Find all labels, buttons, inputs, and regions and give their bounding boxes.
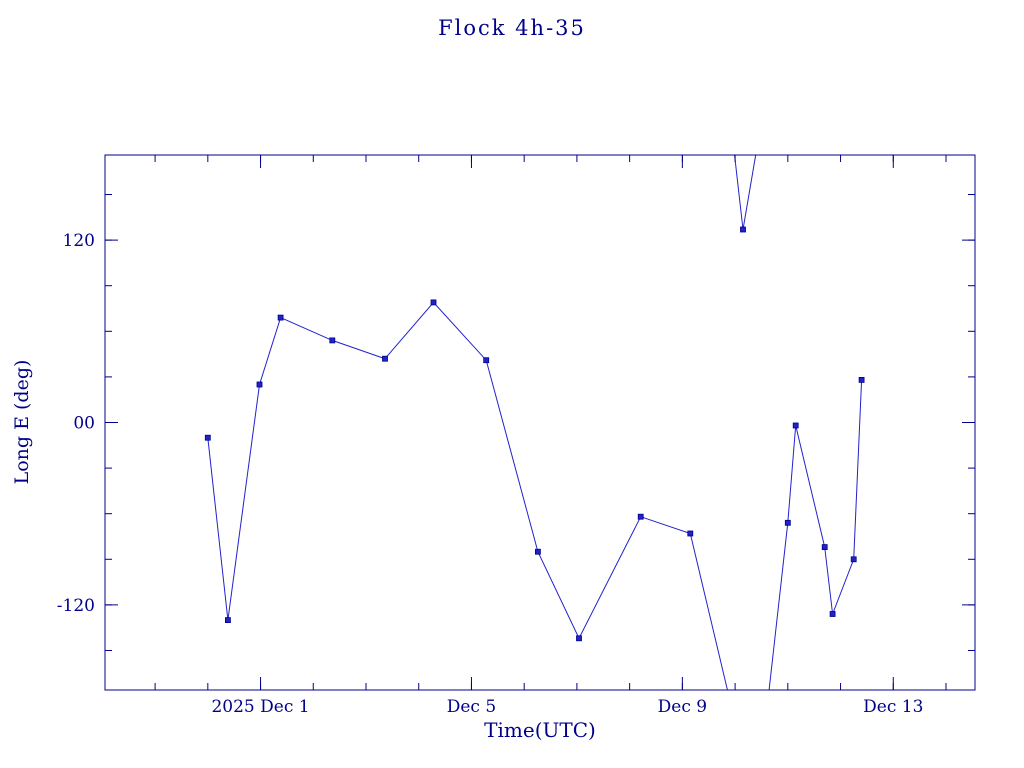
data-point-marker: [382, 355, 388, 362]
data-point-marker: [576, 635, 582, 642]
data-point-marker: [850, 556, 857, 563]
data-line-segment: [207, 301, 728, 690]
chart-title: Flock 4h-35: [438, 16, 586, 40]
data-line-segment: [734, 155, 757, 230]
y-tick-label: 00: [73, 414, 95, 434]
data-point-marker: [224, 617, 231, 623]
x-tick-label: Dec 13: [863, 697, 923, 717]
data-point-marker: [784, 519, 791, 526]
data-point-marker: [483, 357, 490, 364]
data-point-marker: [740, 226, 746, 233]
data-point-marker: [637, 513, 644, 520]
plot-frame: [104, 154, 976, 691]
y-tick-label: -120: [57, 596, 95, 616]
data-point-marker: [687, 530, 694, 537]
data-line-segment: [768, 379, 863, 690]
x-tick-label: Dec 5: [447, 697, 496, 717]
x-tick-label: 2025 Dec 1: [211, 697, 309, 717]
data-point-marker: [256, 381, 263, 388]
data-point-marker: [792, 422, 799, 429]
y-tick-label: 120: [63, 231, 95, 251]
data-point-marker: [430, 299, 437, 306]
data-point-marker: [277, 314, 284, 321]
x-axis-label: Time(UTC): [484, 718, 596, 742]
data-point-marker: [858, 376, 865, 383]
data-point-marker: [535, 548, 541, 555]
x-tick-label: Dec 9: [658, 697, 707, 717]
data-point-marker: [204, 434, 211, 441]
data-point-marker: [821, 544, 828, 550]
data-point-marker: [329, 337, 336, 344]
data-point-marker: [829, 611, 836, 617]
